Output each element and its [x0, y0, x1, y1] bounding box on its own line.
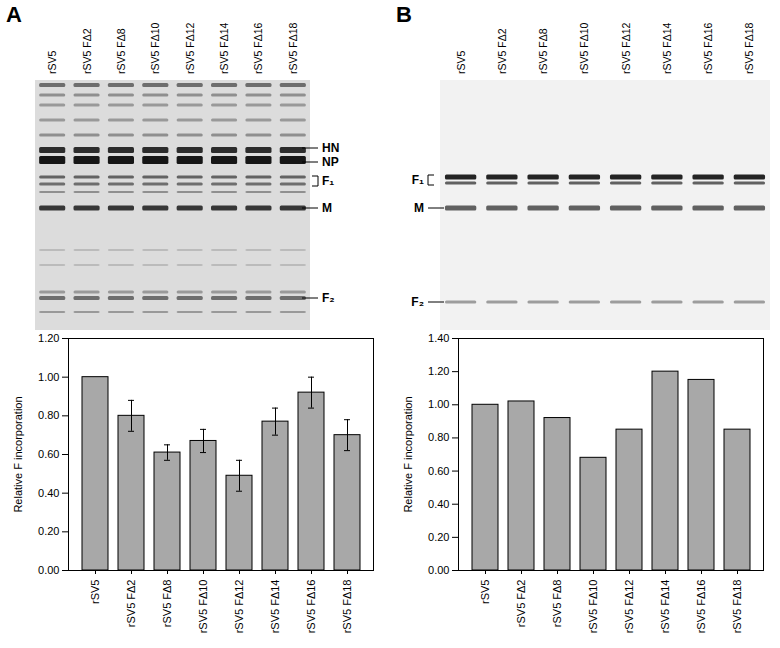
- svg-text:0.00: 0.00: [38, 564, 59, 576]
- svg-text:rSV5 FΔ16: rSV5 FΔ16: [695, 580, 707, 634]
- svg-text:rSV5 FΔ18: rSV5 FΔ18: [287, 22, 299, 74]
- svg-text:rSV5 FΔ2: rSV5 FΔ2: [496, 28, 508, 74]
- svg-text:F₂: F₂: [411, 295, 424, 309]
- svg-text:rSV5 FΔ12: rSV5 FΔ12: [623, 580, 635, 634]
- svg-text:rSV5 FΔ14: rSV5 FΔ14: [269, 580, 281, 634]
- svg-text:rSV5 FΔ10: rSV5 FΔ10: [578, 22, 590, 74]
- svg-text:0.80: 0.80: [38, 409, 59, 421]
- svg-text:rSV5 FΔ14: rSV5 FΔ14: [661, 22, 673, 74]
- svg-text:B: B: [396, 2, 412, 27]
- svg-text:rSV5 FΔ2: rSV5 FΔ2: [81, 28, 93, 74]
- svg-text:rSV5: rSV5: [46, 50, 58, 74]
- svg-text:rSV5 FΔ16: rSV5 FΔ16: [252, 22, 264, 74]
- svg-text:rSV5 FΔ8: rSV5 FΔ8: [161, 580, 173, 628]
- svg-text:rSV5 FΔ18: rSV5 FΔ18: [731, 580, 743, 634]
- svg-text:NP: NP: [322, 155, 339, 169]
- svg-text:M: M: [322, 201, 332, 215]
- svg-text:rSV5: rSV5: [479, 580, 491, 604]
- svg-text:rSV5 FΔ12: rSV5 FΔ12: [233, 580, 245, 634]
- svg-text:Relative F incorporation: Relative F incorporation: [402, 396, 414, 512]
- svg-text:0.00: 0.00: [428, 564, 449, 576]
- svg-text:A: A: [6, 2, 22, 27]
- svg-text:F₁: F₁: [322, 174, 334, 188]
- svg-text:1.40: 1.40: [428, 332, 449, 344]
- svg-text:rSV5 FΔ18: rSV5 FΔ18: [743, 22, 755, 74]
- svg-text:rSV5 FΔ12: rSV5 FΔ12: [620, 22, 632, 74]
- svg-text:F₂: F₂: [322, 291, 335, 305]
- svg-text:0.60: 0.60: [428, 465, 449, 477]
- svg-text:1.00: 1.00: [38, 371, 59, 383]
- svg-text:rSV5 FΔ2: rSV5 FΔ2: [125, 580, 137, 628]
- svg-text:rSV5 FΔ8: rSV5 FΔ8: [551, 580, 563, 628]
- svg-text:0.20: 0.20: [38, 525, 59, 537]
- svg-text:0.60: 0.60: [38, 448, 59, 460]
- svg-text:1.20: 1.20: [38, 332, 59, 344]
- svg-text:rSV5 FΔ10: rSV5 FΔ10: [197, 580, 209, 634]
- svg-text:rSV5 FΔ16: rSV5 FΔ16: [702, 22, 714, 74]
- svg-text:0.20: 0.20: [428, 531, 449, 543]
- svg-text:rSV5 FΔ18: rSV5 FΔ18: [341, 580, 353, 634]
- svg-text:0.40: 0.40: [38, 487, 59, 499]
- svg-text:0.40: 0.40: [428, 498, 449, 510]
- svg-text:rSV5: rSV5: [455, 50, 467, 74]
- svg-text:rSV5 FΔ8: rSV5 FΔ8: [115, 28, 127, 74]
- svg-text:M: M: [414, 201, 424, 215]
- svg-text:1.00: 1.00: [428, 398, 449, 410]
- svg-text:rSV5: rSV5: [89, 580, 101, 604]
- svg-text:rSV5 FΔ16: rSV5 FΔ16: [305, 580, 317, 634]
- svg-text:Relative F incorporation: Relative F incorporation: [12, 396, 24, 512]
- svg-text:rSV5 FΔ12: rSV5 FΔ12: [184, 22, 196, 74]
- svg-text:rSV5 FΔ8: rSV5 FΔ8: [537, 28, 549, 74]
- svg-text:1.20: 1.20: [428, 365, 449, 377]
- svg-text:rSV5 FΔ14: rSV5 FΔ14: [659, 580, 671, 634]
- svg-text:rSV5 FΔ2: rSV5 FΔ2: [515, 580, 527, 628]
- svg-text:rSV5 FΔ10: rSV5 FΔ10: [149, 22, 161, 74]
- svg-text:rSV5 FΔ10: rSV5 FΔ10: [587, 580, 599, 634]
- svg-text:rSV5 FΔ14: rSV5 FΔ14: [218, 22, 230, 74]
- svg-text:0.80: 0.80: [428, 431, 449, 443]
- svg-text:F₁: F₁: [412, 173, 424, 187]
- svg-text:HN: HN: [322, 141, 339, 155]
